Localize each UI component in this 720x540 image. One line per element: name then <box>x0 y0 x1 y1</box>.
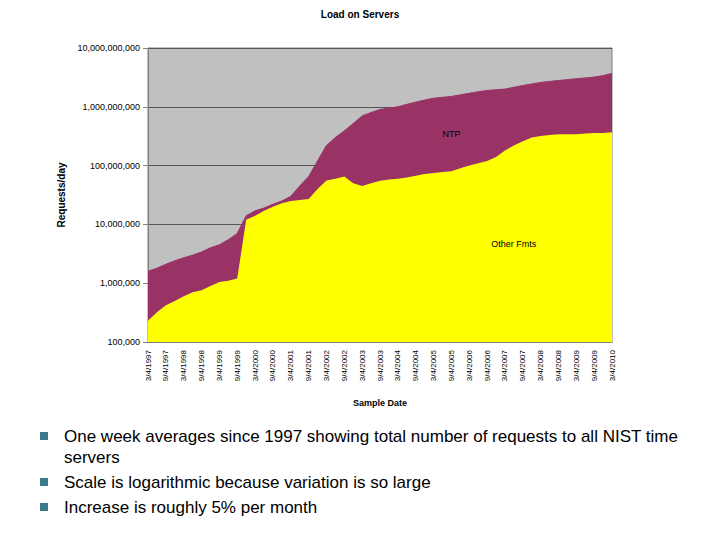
svg-text:9/4/1999: 9/4/1999 <box>233 349 242 381</box>
svg-text:9/4/2003: 9/4/2003 <box>376 349 385 381</box>
html-text:One week averages since 1997 s: One week averages since 1997 showing tot… <box>64 427 678 467</box>
svg-text:3/4/1999: 3/4/1999 <box>215 349 224 381</box>
svg-text:3/4/1998: 3/4/1998 <box>179 349 188 381</box>
svg-text:9/4/2006: 9/4/2006 <box>483 349 492 381</box>
svg-text:1,000,000,000: 1,000,000,000 <box>82 102 140 112</box>
svg-text:100,000,000: 100,000,000 <box>90 161 140 171</box>
html-text:Increase is roughly 5% per mon: Increase is roughly 5% per month <box>64 498 318 517</box>
svg-text:Other Fmts: Other Fmts <box>491 239 537 249</box>
svg-text:3/4/2002: 3/4/2002 <box>322 349 331 381</box>
svg-text:9/4/2002: 9/4/2002 <box>340 349 349 381</box>
svg-text:3/4/2000: 3/4/2000 <box>251 349 260 381</box>
svg-text:9/4/2000: 9/4/2000 <box>268 349 277 381</box>
svg-text:3/4/2003: 3/4/2003 <box>358 349 367 381</box>
svg-text:3/4/2001: 3/4/2001 <box>286 349 295 381</box>
svg-text:3/4/2006: 3/4/2006 <box>465 349 474 381</box>
svg-text:3/4/2009: 3/4/2009 <box>572 349 581 381</box>
svg-text:9/4/2004: 9/4/2004 <box>411 349 420 381</box>
svg-text:Requests/day: Requests/day <box>56 162 67 227</box>
svg-text:9/4/2005: 9/4/2005 <box>447 349 456 381</box>
svg-text:3/4/1997: 3/4/1997 <box>144 349 153 381</box>
svg-text:9/4/2009: 9/4/2009 <box>590 349 599 381</box>
svg-text:9/4/1998: 9/4/1998 <box>197 349 206 381</box>
svg-text:100,000: 100,000 <box>107 337 140 347</box>
svg-text:NTP: NTP <box>442 129 460 139</box>
html-text:Scale is logarithmic because v: Scale is logarithmic because variation i… <box>64 473 431 492</box>
svg-text:10,000,000: 10,000,000 <box>95 219 140 229</box>
svg-text:Sample Date: Sample Date <box>353 398 407 408</box>
svg-text:9/4/2007: 9/4/2007 <box>518 349 527 381</box>
svg-text:1,000,000: 1,000,000 <box>100 278 140 288</box>
svg-text:9/4/1997: 9/4/1997 <box>161 349 170 381</box>
svg-text:3/4/2005: 3/4/2005 <box>429 349 438 381</box>
svg-text:3/4/2010: 3/4/2010 <box>608 349 617 381</box>
svg-text:9/4/2008: 9/4/2008 <box>554 349 563 381</box>
svg-text:Load on Servers: Load on Servers <box>321 9 400 20</box>
svg-text:10,000,000,000: 10,000,000,000 <box>77 43 140 53</box>
svg-text:3/4/2004: 3/4/2004 <box>393 349 402 381</box>
svg-text:9/4/2001: 9/4/2001 <box>304 349 313 381</box>
svg-text:3/4/2008: 3/4/2008 <box>536 349 545 381</box>
svg-text:3/4/2007: 3/4/2007 <box>500 349 509 381</box>
